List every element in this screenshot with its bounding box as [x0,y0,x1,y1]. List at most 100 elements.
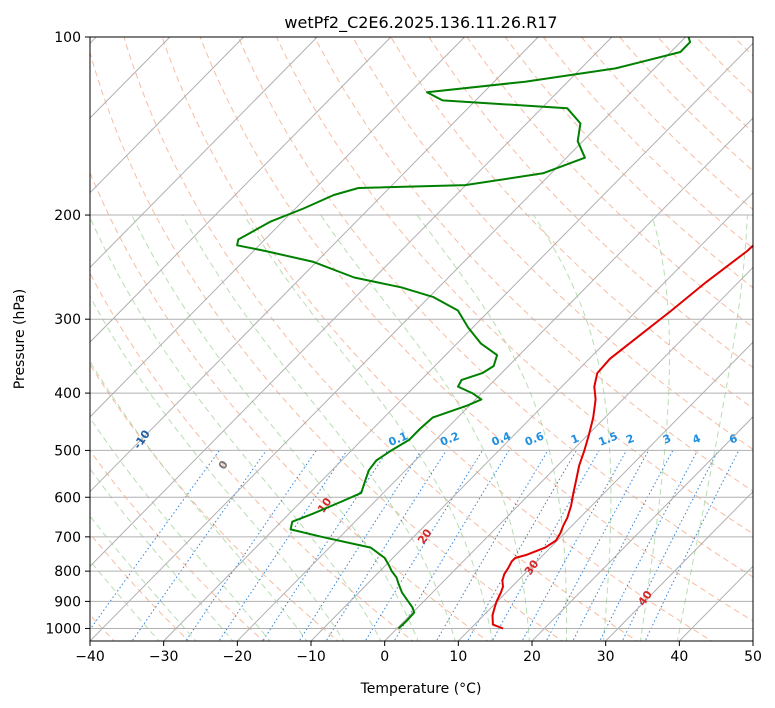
dry-adiabat-line [618,37,753,172]
isotherm-line [310,192,753,641]
y-axis-label: Pressure (hPa) [12,289,28,389]
isotherm-line [384,266,753,641]
dry-adiabat-line [733,37,753,57]
moist-adiabat-line [90,360,308,641]
isotherm-line [90,37,686,641]
dry-adiabat-label: 40 [635,588,655,608]
x-tick-label: 50 [744,649,762,665]
dry-adiabat-line [695,37,753,95]
dry-adiabat-line [90,363,340,641]
y-tick-label: 1000 [45,621,81,637]
dry-adiabat-line [90,171,489,641]
dry-adiabat-line [123,37,638,641]
moist-adiabat-line [131,214,419,641]
moist-adiabat-line [676,214,748,641]
mixing-ratio-label: 3 [661,432,673,447]
moist-adiabat-line [90,295,345,641]
mixing-ratio-line [572,450,674,641]
y-tick-label: 300 [54,312,81,328]
dry-adiabat-line [275,37,753,535]
mixing-ratio-label: 1 [569,432,581,447]
x-tick-label: 20 [523,649,541,665]
isotherm-line [457,341,753,641]
mixing-ratio-label: 2 [624,432,636,447]
x-tick-label: 0 [380,649,389,665]
moist-adiabat-line [90,515,197,641]
moist-adiabat-line [533,214,612,641]
moist-adiabat-line [243,214,493,641]
mixing-ratio-line [298,450,422,641]
mixing-ratio-line [364,450,483,641]
mixing-ratio-line [185,450,317,641]
mixing-ratio-line [521,450,627,641]
plot-area: -100-90-80-70-60-50-40-30-20-10010203040… [90,24,775,644]
dry-adiabat-line [90,532,190,641]
isotherm-line [678,565,753,641]
x-tick-label: −30 [149,649,179,665]
isotherm-line [90,37,613,567]
mixing-ratio-label: 1.5 [597,429,620,448]
dry-adiabat-label: 20 [415,526,435,546]
mixing-ratio-label: 8 [757,432,769,447]
x-tick-label: −20 [223,649,253,665]
isotherm-line [90,37,539,493]
moist-adiabat-line [320,214,530,641]
dry-adiabat-line [657,37,753,133]
mixing-ratio-label: 6 [727,432,739,447]
mixing-ratio-label: 4 [691,432,703,447]
moist-adiabat-line [181,214,456,641]
mixing-ratio-line [545,450,650,641]
dry-adiabat-label: 30 [522,557,542,577]
moist-adiabat-line [639,214,671,641]
isotherm-line [163,42,753,641]
plot-frame [89,36,754,642]
y-tick-label: 500 [54,443,81,459]
mixing-ratio-line [262,450,389,641]
y-tick-label: 200 [54,208,81,224]
isotherm-line [90,37,318,269]
x-tick-label: −40 [75,649,105,665]
dry-adiabat-line [237,37,753,578]
isotherm-line [605,490,753,641]
isotherm-line [752,640,753,641]
x-tick-label: 30 [597,649,615,665]
dry-adiabat-line [90,449,265,641]
dry-adiabat-line [352,37,753,450]
mixing-ratio-line [325,450,447,641]
x-tick-label: −10 [296,649,326,665]
dry-adiabat-line [466,37,753,329]
isotherm-line [90,37,244,194]
isotherm-line [90,37,465,418]
dry-adiabat-line [314,37,753,492]
mixing-ratio-label: 0.2 [438,429,461,448]
dry-adiabat-line [428,37,753,369]
chart-title: wetPf2_C2E6.2025.136.11.26.R17 [284,13,557,33]
moist-adiabat-line [90,216,382,641]
x-axis-label: Temperature (°C) [360,681,482,697]
mixing-ratio-line [90,450,220,631]
dry-adiabat-label: 0 [216,458,231,472]
isotherm-line [531,416,753,641]
mixing-ratio-line [218,450,348,641]
mixing-ratio-label: 0.6 [523,429,546,448]
y-tick-label: 700 [54,530,81,546]
moist-adiabat-line [90,467,234,641]
moist-adiabat-line [90,416,271,641]
dry-adiabat-line [90,272,414,641]
isotherm-line [90,37,392,343]
x-tick-label: 10 [449,649,467,665]
mixing-ratio-line [131,450,267,641]
mixing-ratio-line [435,450,549,641]
y-tick-label: 400 [54,386,81,402]
moist-adiabat-line [416,214,568,641]
x-tick-label: 40 [670,649,688,665]
dewpoint-profile-line [236,37,692,630]
y-tick-label: 900 [54,594,81,610]
mixing-ratio-line [599,450,699,641]
y-tick-label: 100 [54,30,81,46]
y-tick-label: 800 [54,564,81,580]
dry-adiabat-line [759,24,775,644]
dry-adiabat-line [161,37,713,641]
